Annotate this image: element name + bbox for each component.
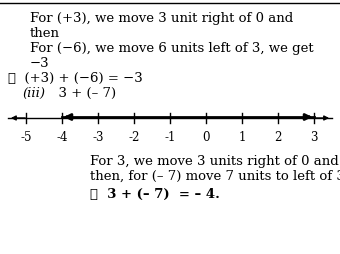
Text: ∴  (+3) + (−6) = −3: ∴ (+3) + (−6) = −3: [8, 72, 143, 85]
Text: then: then: [30, 27, 60, 40]
Text: 1: 1: [238, 131, 246, 144]
Text: For 3, we move 3 units right of 0 and: For 3, we move 3 units right of 0 and: [90, 155, 339, 168]
Text: then, for (– 7) move 7 units to left of 3.: then, for (– 7) move 7 units to left of …: [90, 170, 340, 183]
Text: 3: 3: [310, 131, 318, 144]
Text: -3: -3: [92, 131, 104, 144]
Text: -4: -4: [56, 131, 68, 144]
Text: -1: -1: [164, 131, 176, 144]
Text: -2: -2: [128, 131, 140, 144]
Text: −3: −3: [30, 57, 50, 70]
Text: 3 + (– 7): 3 + (– 7): [50, 87, 116, 100]
Text: 0: 0: [202, 131, 210, 144]
Text: -5: -5: [20, 131, 32, 144]
Text: ∴  3 + (– 7)  = – 4.: ∴ 3 + (– 7) = – 4.: [90, 188, 220, 201]
Text: For (−6), we move 6 units left of 3, we get: For (−6), we move 6 units left of 3, we …: [30, 42, 313, 55]
Text: For (+3), we move 3 unit right of 0 and: For (+3), we move 3 unit right of 0 and: [30, 12, 293, 25]
Text: (iii): (iii): [22, 87, 45, 100]
Text: 2: 2: [274, 131, 282, 144]
